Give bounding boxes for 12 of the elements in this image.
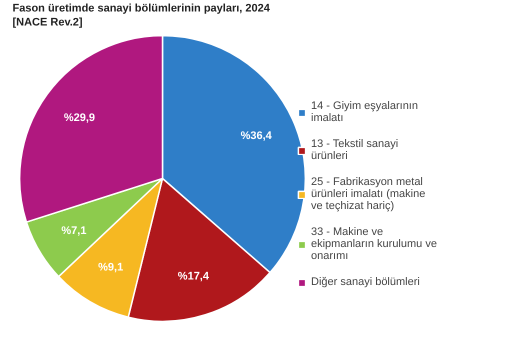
legend-label: 33 - Makine ve ekipmanların kurulumu ve onarımı — [311, 226, 437, 262]
chart-subtitle: [NACE Rev.2] — [12, 16, 83, 28]
chart-title: Fason üretimde sanayi bölümlerinin payları, 2024 — [12, 2, 271, 14]
legend-label: 13 - Tekstil sanayi ürünleri — [311, 138, 398, 162]
data-label: %29,9 — [64, 112, 96, 124]
data-label: %9,1 — [98, 261, 124, 274]
legend-label: 25 - Fabrikasyon metal ürünleri imalatı (makine ve teçhizat hariç) — [311, 176, 426, 212]
data-label: %7,1 — [61, 224, 86, 237]
legend-label: Diğer sanayi bölümleri — [311, 276, 420, 288]
data-label: %36,4 — [240, 130, 273, 142]
legend-label: 14 - Giyim eşyalarının imalatı — [311, 100, 418, 124]
data-label: %17,4 — [178, 270, 210, 283]
